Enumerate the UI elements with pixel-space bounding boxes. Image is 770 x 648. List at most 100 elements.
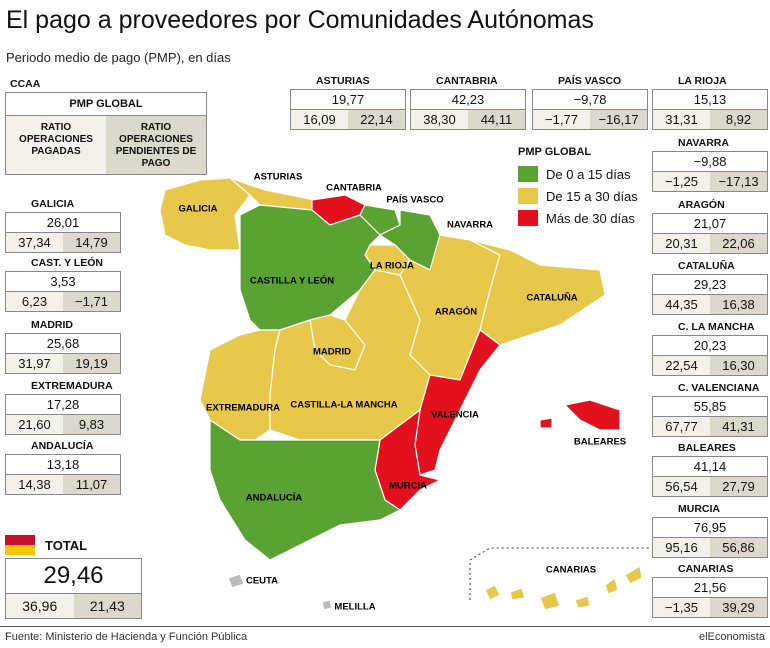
map-region (227, 573, 245, 589)
legend-swatch (518, 210, 538, 226)
map-label: VALENCIA (431, 410, 479, 421)
paid-value: 44,35 (653, 295, 710, 314)
map-label: MADRID (313, 347, 351, 358)
region-name: ASTURIAS (316, 75, 370, 87)
pmp-value: 42,23 (411, 90, 525, 109)
region-box: −9,88 −1,25 −17,13 (652, 151, 768, 192)
ratio-row: 21,60 9,83 (6, 414, 120, 434)
map-region (624, 565, 643, 585)
legend-swatch (518, 166, 538, 182)
map-label: MELILLA (334, 602, 375, 613)
pending-value: 14,79 (63, 233, 120, 252)
ratio-row: 67,77 41,31 (653, 416, 767, 436)
legend-title: PMP GLOBAL (518, 146, 592, 158)
region-box: 21,56 −1,35 39,29 (652, 577, 768, 618)
pmp-value: −9,88 (653, 152, 767, 171)
paid-value: 38,30 (411, 110, 468, 129)
region-name: EXTREMADURA (31, 380, 113, 392)
ratio-row: −1,77 −16,17 (533, 109, 647, 129)
title: El pago a proveedores por Comunidades Au… (6, 6, 594, 34)
pmp-value: 41,14 (653, 457, 767, 476)
map-label: ASTURIAS (254, 172, 303, 183)
region-name: ANDALUCÍA (31, 440, 94, 452)
ratio-row: 22,54 16,30 (653, 355, 767, 375)
paid-value: 21,60 (6, 415, 63, 434)
paid-value: 16,09 (291, 110, 348, 129)
map-label: CATALUÑA (526, 293, 577, 304)
ratio-row: 37,34 14,79 (6, 232, 120, 252)
rule (0, 626, 770, 627)
ratio-row: 56,54 27,79 (653, 476, 767, 496)
pmp-value: 26,01 (6, 213, 120, 232)
key-paid: RATIO OPERACIONES PAGADAS (6, 116, 106, 174)
region-box: 21,07 20,31 22,06 (652, 213, 768, 254)
pending-value: 41,31 (710, 417, 767, 436)
region-box: 41,14 56,54 27,79 (652, 456, 768, 497)
pending-value: 8,92 (710, 110, 767, 129)
paid-value: 67,77 (653, 417, 710, 436)
region-box: 17,28 21,60 9,83 (5, 394, 121, 435)
map-region (469, 239, 606, 346)
pending-value: 19,19 (63, 354, 120, 373)
legend-label: De 0 a 15 días (546, 166, 631, 182)
region-name: MURCIA (678, 503, 720, 515)
pending-value: −17,13 (710, 172, 767, 191)
subtitle: Periodo medio de pago (PMP), en días (6, 50, 231, 65)
pmp-value: 25,68 (6, 334, 120, 353)
pending-value: 22,14 (348, 110, 405, 129)
pmp-value: 55,85 (653, 397, 767, 416)
key-pending: RATIO OPERACIONES PENDIENTES DE PAGO (106, 116, 206, 174)
pending-value: 22,06 (710, 234, 767, 253)
region-box: 13,18 14,38 11,07 (5, 454, 121, 495)
map-label: BALEARES (574, 437, 626, 448)
ratio-row: 20,31 22,06 (653, 233, 767, 253)
paid-value: 6,23 (6, 292, 63, 311)
paid-value: 56,54 (653, 477, 710, 496)
region-box: 29,46 36,96 21,43 (5, 558, 142, 619)
pmp-value: 15,13 (653, 90, 767, 109)
ratio-row: 16,09 22,14 (291, 109, 405, 129)
map-label: PAÍS VASCO (386, 195, 443, 206)
region-name: MADRID (31, 319, 73, 331)
ratio-row: 95,16 56,86 (653, 537, 767, 557)
paid-value: −1,77 (533, 110, 590, 129)
ratio-row: 44,35 16,38 (653, 294, 767, 314)
ratio-row: −1,25 −17,13 (653, 171, 767, 191)
legend-item: De 0 a 15 días (518, 163, 638, 185)
map-region (604, 577, 619, 595)
region-name: CATALUÑA (678, 260, 735, 272)
map-region (509, 587, 526, 601)
region-name: CANTABRIA (436, 75, 498, 87)
region-box: 76,95 95,16 56,86 (652, 517, 768, 558)
paid-value: 22,54 (653, 356, 710, 375)
key-pmp: PMP GLOBAL (6, 93, 206, 115)
pending-value: 9,83 (63, 415, 120, 434)
region-name: CAST. Y LEÓN (31, 257, 103, 269)
ratio-row: 31,97 19,19 (6, 353, 120, 373)
paid-value: 20,31 (653, 234, 710, 253)
pmp-value: 29,23 (653, 275, 767, 294)
pmp-value: 20,23 (653, 336, 767, 355)
pmp-value: 76,95 (653, 518, 767, 537)
region-name: C. LA MANCHA (678, 321, 755, 333)
pending-value: −16,17 (590, 110, 647, 129)
region-name: TOTAL (45, 538, 88, 553)
key-ccaa: CCAA (10, 78, 41, 90)
pmp-value: 21,56 (653, 578, 767, 597)
map-label: CEUTA (246, 576, 278, 587)
map-label: ARAGÓN (435, 306, 477, 318)
map-label: NAVARRA (447, 220, 493, 231)
flag (5, 535, 35, 555)
region-box: 55,85 67,77 41,31 (652, 396, 768, 437)
region-box: −9,78 −1,77 −16,17 (532, 89, 648, 130)
brand: elEconomista (698, 631, 765, 643)
map-region (484, 584, 501, 601)
pending-value: −1,71 (63, 292, 120, 311)
map-label: CANARIAS (546, 565, 596, 576)
pmp-value: 29,46 (6, 559, 141, 593)
region-name: C. VALENCIANA (678, 382, 760, 394)
map-label: CASTILLA-LA MANCHA (290, 400, 397, 411)
legend-item: Más de 30 días (518, 207, 638, 229)
map-region (209, 418, 402, 561)
